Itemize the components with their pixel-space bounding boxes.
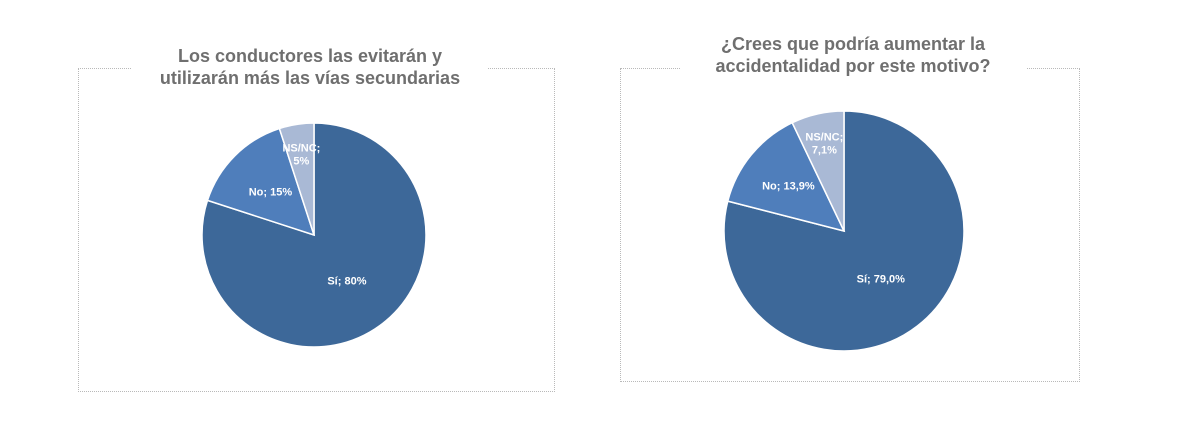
pie-label-no: No; 13,9% bbox=[762, 180, 815, 192]
pie-label-s-: Sí; 80% bbox=[327, 275, 366, 287]
pie-label-no: No; 15% bbox=[249, 186, 293, 198]
chart-title-2-line-2: accidentalidad por este motivo? bbox=[715, 56, 991, 76]
chart-title-2-line-1: ¿Crees que podría aumentar la bbox=[720, 34, 986, 54]
pie-label-s-: Sí; 79,0% bbox=[857, 273, 906, 285]
chart-title-1-line-2: utilizarán más las vías secundarias bbox=[159, 68, 461, 88]
pie-slice-no bbox=[726, 121, 846, 233]
chart-title-1: Los conductores las evitarán y utilizará… bbox=[132, 45, 488, 89]
pie-label-ns-nc: NS/NC; 5% bbox=[282, 142, 320, 167]
pie-slice-ns-nc bbox=[278, 122, 315, 236]
pie-slice-ns-nc bbox=[791, 110, 845, 232]
pie-label-ns-nc: NS/NC; 7,1% bbox=[805, 131, 843, 156]
chart-title-1-line-1: Los conductores las evitarán y bbox=[177, 46, 443, 66]
chart-title-2: ¿Crees que podría aumentar la accidental… bbox=[680, 33, 1026, 77]
